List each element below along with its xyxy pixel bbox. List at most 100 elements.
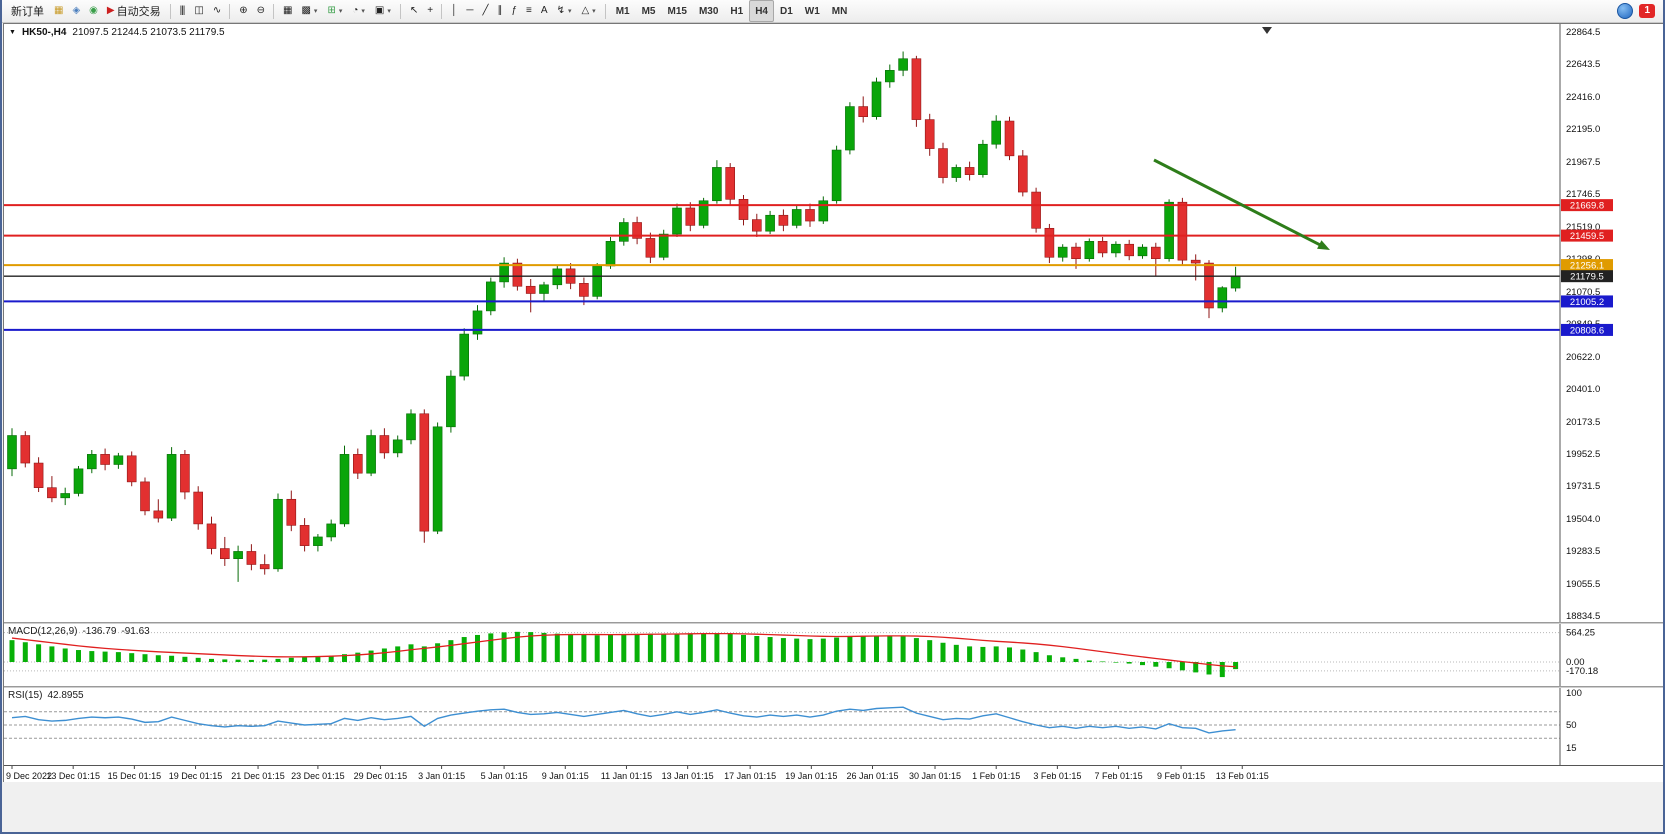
timeframe-h1-button[interactable]: H1 [730, 5, 744, 17]
candle-body [698, 200, 709, 226]
macd-histogram-bar [900, 636, 906, 662]
timeframe-h4-button[interactable]: H4 [749, 0, 774, 22]
macd-histogram-bar [435, 643, 441, 662]
candle-body [446, 375, 456, 428]
chart-shift-marker [1262, 27, 1272, 34]
candle-body [1071, 246, 1081, 260]
candle-body [233, 551, 243, 559]
macd-histogram-bar [421, 646, 427, 662]
candlestick-button[interactable]: ◫ [189, 0, 207, 22]
pane-separator[interactable] [4, 622, 1663, 624]
time-axis-label: 3 Jan 01:15 [418, 771, 465, 781]
zoom-out-button[interactable]: ⊖ [252, 0, 269, 22]
candle-body [392, 439, 403, 454]
notification-badge[interactable]: 1 [1639, 4, 1655, 18]
candle-body [100, 454, 110, 465]
community-icon[interactable] [1617, 3, 1634, 19]
main-chart-canvas[interactable]: 22864.5 22643.5 22416.0 22195.0 21967.5 21746… [4, 24, 1665, 622]
fibonacci-button[interactable]: ƒ [506, 0, 521, 22]
candle-body [153, 510, 164, 519]
candle-body [206, 523, 217, 549]
dropdown-arrow-icon[interactable]: ▾ [361, 8, 365, 15]
bar-chart-button[interactable]: ||| [175, 0, 190, 22]
trendline-button[interactable]: ╱ [477, 0, 492, 22]
price-axis-label: 22864.5 [1566, 27, 1600, 38]
time-axis-label: 19 Jan 01:15 [785, 771, 837, 781]
market-watch-icon: ▦ [54, 5, 64, 16]
rsi-canvas[interactable]: 100 50 15 [4, 688, 1665, 765]
candle-body [672, 207, 682, 235]
shapes-button[interactable]: △ ▾ [576, 0, 600, 22]
macd-histogram-bar [1033, 652, 1039, 662]
dropdown-arrow-icon[interactable]: ▾ [338, 8, 343, 15]
timeframe-d1-button[interactable]: D1 [780, 5, 793, 17]
timeframe-m15-button[interactable]: M15 [667, 5, 687, 17]
new-order-button[interactable]: 新订单 [6, 0, 49, 22]
line-chart-button[interactable]: ∿ [208, 0, 225, 22]
dropdown-arrow-icon[interactable]: ▾ [313, 8, 318, 15]
macd-histogram-bar [49, 646, 55, 662]
macd-histogram-bar [621, 634, 627, 662]
main-toolbar: 新订单 ▦ ◈ ◉ ▶ 自动交易 ||| ◫ ∿ ⊕ ⊖ ▦ ▩ ▾ ⊞ ▾ ◔ ▾ ▣ ▾ ↖ + │ ─ ╱ ∥ ƒ ≡ A ↯ ▾ △ ▾… [2, 0, 1663, 23]
crosshair-button[interactable]: + [422, 0, 437, 22]
zoom-in-button[interactable]: ⊕ [234, 0, 251, 22]
trend-arrow[interactable] [1153, 158, 1330, 250]
timeframe-m30-button[interactable]: M30 [698, 5, 719, 17]
timeframe-w1-button[interactable]: W1 [804, 5, 820, 17]
autotrading-button[interactable]: ▶ 自动交易 [102, 0, 166, 22]
new-order-label: 新订单 [11, 6, 44, 18]
toolbar-separator [399, 3, 401, 19]
template-button[interactable]: ▣ ▾ [370, 0, 396, 22]
indicators-button[interactable]: ⊞ ▾ [322, 0, 347, 22]
objects-list-button[interactable]: ≡ [521, 0, 536, 22]
cursor-button[interactable]: ↖ [405, 0, 422, 22]
macd-histogram-bar [554, 633, 560, 662]
macd-histogram-bar [209, 658, 214, 662]
new-chart-button[interactable]: ▩ ▾ [296, 0, 322, 22]
candle-body [459, 333, 470, 377]
candle-body [47, 487, 57, 499]
channel-button[interactable]: ∥ [492, 0, 506, 22]
time-axis[interactable]: 9 Dec 2022 13 Dec 01:15 15 Dec 01:15 19 Dec… [4, 765, 1663, 783]
candle-body [938, 148, 948, 178]
price-axis-label: 22643.5 [1566, 59, 1600, 70]
timeframe-mn-button[interactable]: MN [831, 5, 848, 17]
macd-histogram-bar [767, 637, 773, 662]
macd-histogram-bar [1233, 662, 1239, 670]
chart-window: 22864.5 22643.5 22416.0 22195.0 21967.5 21746… [3, 23, 1665, 784]
dropdown-arrow-icon[interactable]: ▾ [387, 8, 391, 15]
line-chart-icon: ∿ [212, 5, 221, 16]
candle-body [366, 435, 376, 474]
macd-histogram-bar [780, 638, 786, 662]
candle-body [166, 454, 177, 519]
dropdown-arrow-icon[interactable]: ▾ [592, 8, 596, 15]
price-axis-label: 19952.5 [1566, 449, 1600, 460]
candle-body [1190, 259, 1201, 264]
macd-histogram-bar [541, 632, 547, 662]
candle-body [712, 167, 722, 202]
candle-body [1017, 155, 1028, 193]
navigator-button[interactable]: ◈ [67, 0, 84, 22]
macd-histogram-bar [22, 642, 28, 662]
market-watch-button[interactable]: ▦ [49, 0, 67, 22]
timeframe-m1-button[interactable]: M1 [615, 5, 630, 17]
arrows-button[interactable]: ↯ ▾ [552, 0, 577, 22]
macd-histogram-bar [36, 644, 42, 662]
macd-histogram-bar [1046, 655, 1052, 662]
periods-button[interactable]: ◔ ▾ [347, 0, 370, 22]
text-label-button[interactable]: A [536, 0, 552, 22]
candle-body [1217, 287, 1228, 309]
macd-canvas[interactable]: 564.25 0.00-170.18 [4, 624, 1665, 686]
macd-histogram-bar [847, 636, 853, 662]
horizontal-line-button[interactable]: ─ [461, 0, 477, 22]
timeframe-m5-button[interactable]: M5 [641, 5, 656, 17]
dropdown-arrow-icon[interactable]: ▾ [567, 8, 572, 15]
zoom-out-icon: ⊖ [256, 5, 265, 16]
macd-histogram-bar [275, 658, 281, 662]
vertical-line-button[interactable]: │ [446, 0, 461, 22]
candle-body [1177, 201, 1188, 261]
tile-windows-button[interactable]: ▦ [278, 0, 296, 22]
macd-histogram-bar [927, 640, 933, 662]
pane-separator[interactable] [4, 686, 1663, 688]
terminal-button[interactable]: ◉ [84, 0, 102, 22]
